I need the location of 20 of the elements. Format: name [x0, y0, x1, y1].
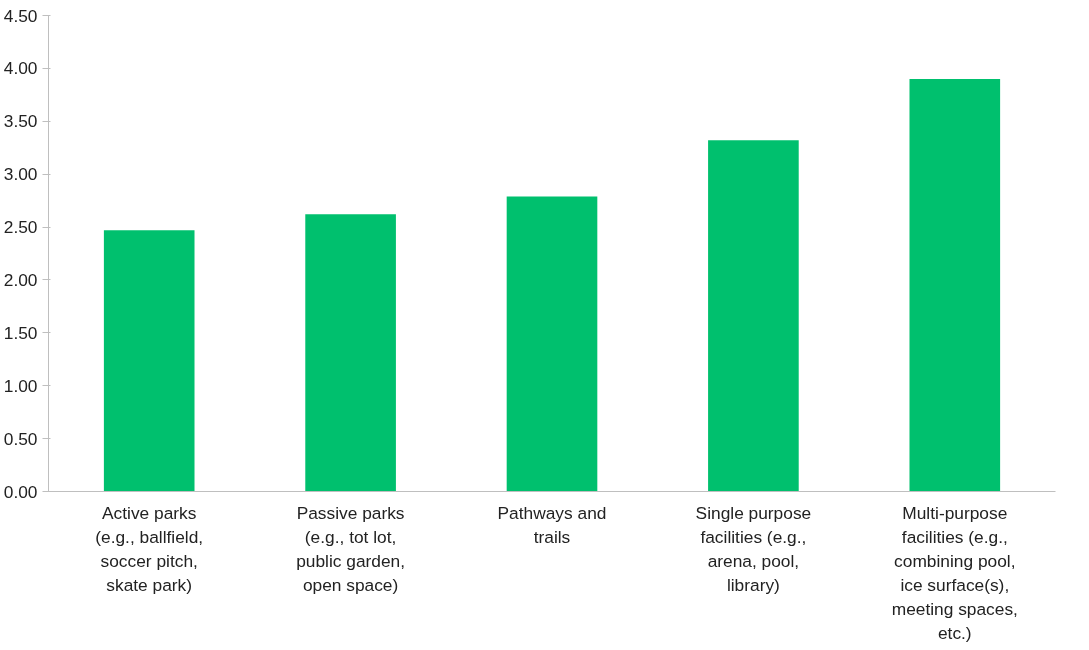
- y-tick-label: 2.00: [3, 269, 38, 290]
- x-tick-label: Single purpose facilities (e.g., arena, pool, library): [695, 502, 812, 595]
- y-tick-label: 3.00: [3, 164, 38, 185]
- x-tick-label: Multi-purpose facilities (e.g., combining pool, ice surface(s), meeting spaces, etc.): [891, 502, 1018, 643]
- bar: [506, 196, 598, 492]
- x-tick-label: Active parks (e.g., ballfield, soccer pitch, skate park): [95, 502, 204, 595]
- x-tick-label: Passive parks (e.g., tot lot, public garden, open space): [296, 502, 406, 595]
- x-tick-label: Pathways and trails: [497, 502, 607, 547]
- y-tick-label: 4.00: [3, 58, 38, 79]
- bar: [103, 230, 195, 492]
- y-tick-label: 0.00: [3, 481, 38, 502]
- y-tick-label: 1.00: [3, 375, 38, 396]
- y-tick-label: 0.50: [3, 428, 38, 449]
- y-tick-label: 3.50: [3, 111, 38, 132]
- y-tick-label: 2.50: [3, 217, 38, 238]
- bar: [305, 214, 396, 492]
- y-tick-label: 4.50: [3, 5, 38, 26]
- bar: [909, 78, 1001, 492]
- y-tick-label: 1.50: [3, 322, 38, 343]
- bar: [708, 140, 799, 492]
